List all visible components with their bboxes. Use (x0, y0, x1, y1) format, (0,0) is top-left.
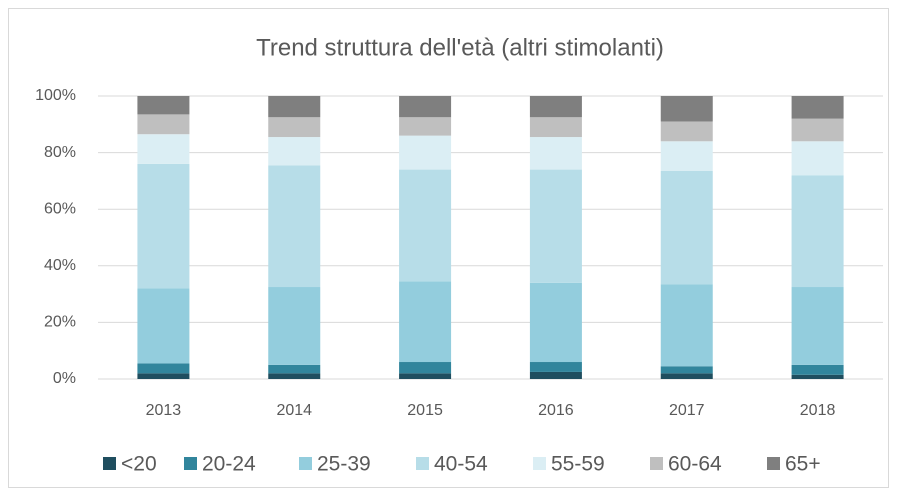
bar-segment (137, 373, 190, 379)
legend-label: 65+ (785, 453, 821, 476)
bar-segment (791, 141, 844, 176)
bar-segment (529, 282, 582, 363)
bar-segment (399, 373, 452, 379)
x-tick-label: 2013 (146, 402, 182, 419)
bar-segment (660, 284, 713, 367)
bar-segment (399, 96, 452, 118)
bar-segment (268, 287, 321, 365)
bar-segment (529, 371, 582, 379)
bar-segment (791, 175, 844, 288)
legend-label: 55-59 (551, 453, 605, 476)
legend-label: 20-24 (202, 453, 256, 476)
legend-label: 40-54 (434, 453, 488, 476)
bar-segment (791, 118, 844, 142)
y-tick-label: 20% (44, 314, 76, 331)
legend-label: 60-64 (668, 453, 722, 476)
legend-swatch (533, 457, 546, 470)
y-tick-label: 0% (53, 370, 76, 387)
bar-segment (529, 362, 582, 372)
legend-label: <20 (121, 453, 157, 476)
chart-title: Trend struttura dell'età (altri stimolan… (256, 34, 664, 61)
y-tick-label: 40% (44, 257, 76, 274)
bar-segment (399, 135, 452, 170)
x-tick-label: 2014 (276, 402, 312, 419)
bar-segment (268, 137, 321, 166)
legend-swatch (650, 457, 663, 470)
bar-segment (660, 96, 713, 122)
bar-segment (660, 141, 713, 171)
y-tick-label: 60% (44, 200, 76, 217)
legend-swatch (103, 457, 116, 470)
bar-segment (660, 170, 713, 285)
bar-segment (791, 374, 844, 379)
legend-label: 25-39 (317, 453, 371, 476)
bar-segment (660, 121, 713, 142)
bar-segment (529, 96, 582, 118)
x-tick-label: 2016 (538, 402, 574, 419)
legend-swatch (184, 457, 197, 470)
bar-segment (660, 373, 713, 379)
legend-swatch (767, 457, 780, 470)
bar-segment (137, 288, 190, 364)
y-tick-label: 80% (44, 144, 76, 161)
bar-segment (268, 364, 321, 374)
bar-segment (137, 163, 190, 289)
legend-swatch (416, 457, 429, 470)
bar-segment (137, 96, 190, 115)
y-tick-label: 100% (35, 87, 76, 104)
bar-segment (137, 114, 190, 135)
bar-segment (268, 117, 321, 138)
bar-segment (399, 281, 452, 363)
bar-segment (399, 117, 452, 136)
bar-segment (791, 364, 844, 375)
bar-segment (268, 373, 321, 379)
bar-segment (268, 96, 321, 118)
bar-segment (529, 117, 582, 138)
bar-segment (399, 362, 452, 374)
bar-segment (660, 366, 713, 374)
bar-segment (529, 169, 582, 283)
bar-segment (399, 169, 452, 282)
bar-segment (791, 96, 844, 119)
bar-segment (268, 165, 321, 288)
x-tick-label: 2015 (407, 402, 443, 419)
bar-segment (137, 363, 190, 374)
bar-segment (791, 287, 844, 365)
bar-segment (529, 137, 582, 170)
legend-swatch (299, 457, 312, 470)
x-tick-label: 2018 (800, 402, 836, 419)
x-tick-label: 2017 (669, 402, 705, 419)
bar-segment (137, 134, 190, 164)
